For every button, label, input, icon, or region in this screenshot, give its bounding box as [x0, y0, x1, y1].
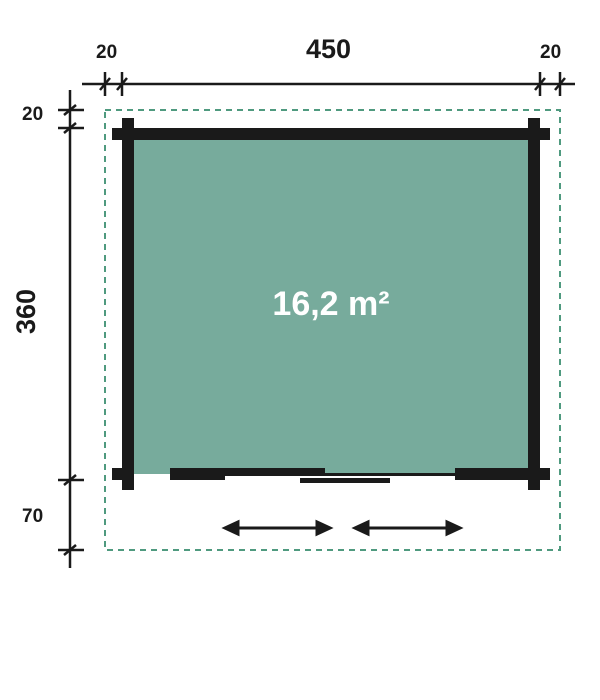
door-arrows	[225, 522, 460, 534]
dim-top-left: 20	[96, 42, 117, 64]
area-label: 16,2 m²	[272, 285, 389, 323]
dim-left-bottom: 70	[22, 506, 43, 528]
top-dimensions	[82, 72, 575, 96]
dim-top-right: 20	[540, 42, 561, 64]
left-dimensions	[58, 90, 84, 568]
dim-left-main: 360	[11, 289, 42, 334]
dim-left-top: 20	[22, 104, 43, 126]
dim-top-main: 450	[306, 34, 351, 65]
